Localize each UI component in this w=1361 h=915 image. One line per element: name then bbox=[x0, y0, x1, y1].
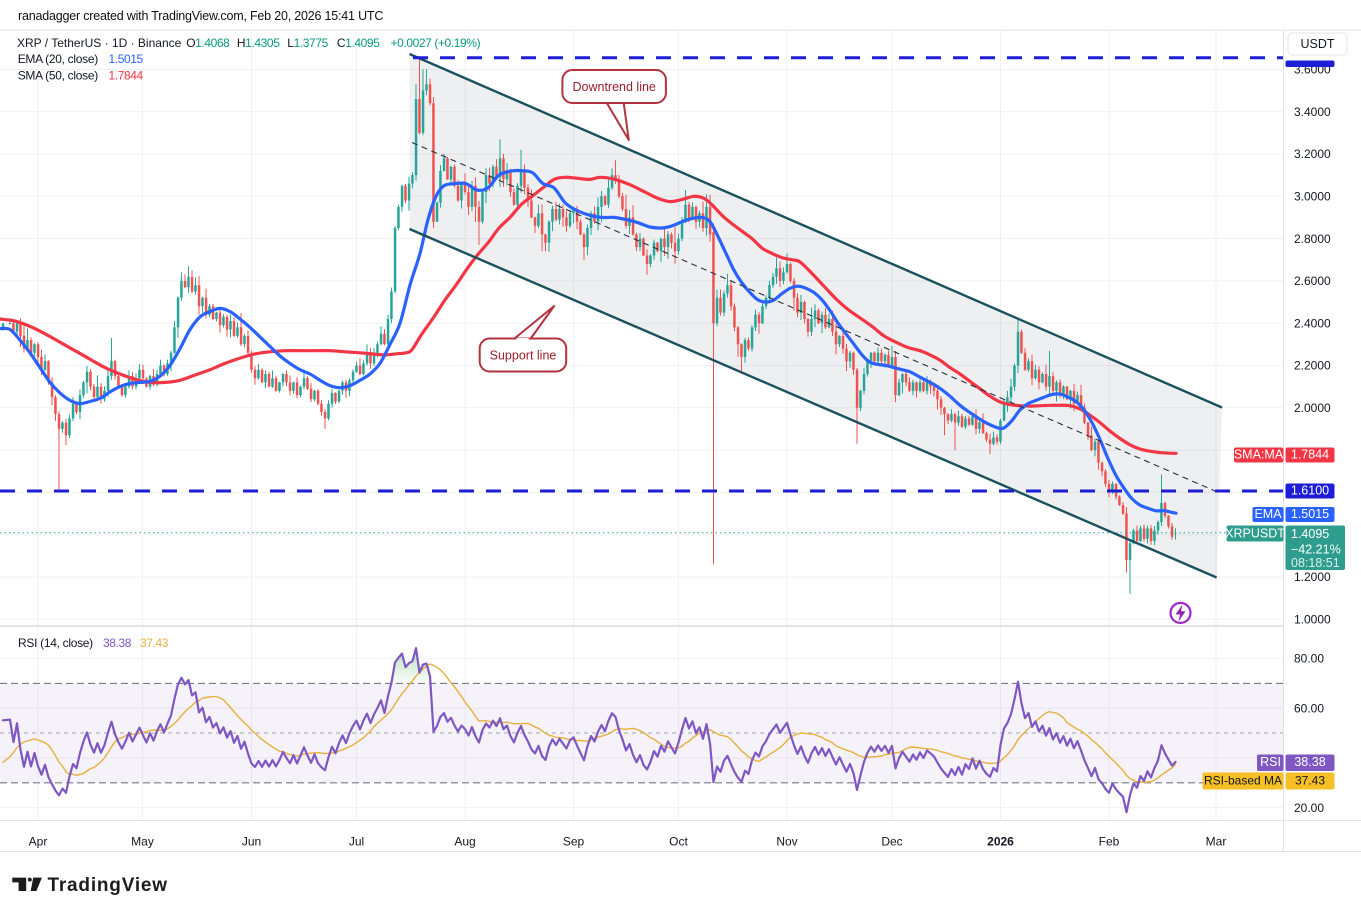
svg-text:USDT: USDT bbox=[1300, 37, 1334, 51]
svg-text:37.43: 37.43 bbox=[140, 636, 169, 650]
svg-text:Support line: Support line bbox=[490, 349, 557, 363]
svg-text:2.0000: 2.0000 bbox=[1294, 401, 1331, 415]
svg-text:1.0000: 1.0000 bbox=[1294, 613, 1331, 627]
svg-text:May: May bbox=[131, 835, 154, 849]
svg-text:C1.4095: C1.4095 bbox=[337, 36, 380, 50]
svg-text:XRP / TetherUS · 1D · Binance: XRP / TetherUS · 1D · Binance bbox=[17, 36, 182, 50]
svg-text:3.4000: 3.4000 bbox=[1294, 105, 1331, 119]
svg-text:20.00: 20.00 bbox=[1294, 801, 1324, 815]
svg-text:Oct: Oct bbox=[669, 835, 688, 849]
svg-text:1.2000: 1.2000 bbox=[1294, 570, 1331, 584]
svg-text:EMA (20, close): EMA (20, close) bbox=[18, 52, 99, 66]
svg-text:Apr: Apr bbox=[29, 835, 48, 849]
svg-text:1.5015: 1.5015 bbox=[109, 52, 144, 66]
svg-text:Sep: Sep bbox=[563, 835, 585, 849]
svg-text:EMA: EMA bbox=[1254, 507, 1282, 521]
svg-text:38.38: 38.38 bbox=[1294, 755, 1325, 769]
svg-text:1.5015: 1.5015 bbox=[1291, 507, 1329, 521]
svg-text:37.43: 37.43 bbox=[1295, 773, 1325, 787]
svg-text:SMA (50, close): SMA (50, close) bbox=[18, 68, 99, 82]
svg-text:38.38: 38.38 bbox=[103, 636, 132, 650]
svg-text:3.0000: 3.0000 bbox=[1294, 190, 1331, 204]
svg-text:L1.3775: L1.3775 bbox=[287, 36, 328, 50]
svg-text:2.6000: 2.6000 bbox=[1294, 274, 1331, 288]
svg-text:1.7844: 1.7844 bbox=[1291, 448, 1329, 462]
svg-text:RSI-based MA: RSI-based MA bbox=[1204, 773, 1282, 787]
svg-text:RSI (14, close): RSI (14, close) bbox=[18, 636, 93, 650]
svg-text:2.8000: 2.8000 bbox=[1294, 232, 1331, 246]
svg-text:Dec: Dec bbox=[881, 835, 902, 849]
svg-text:Mar: Mar bbox=[1206, 835, 1227, 849]
svg-text:60.00: 60.00 bbox=[1294, 701, 1324, 715]
svg-text:TradingView: TradingView bbox=[48, 875, 168, 896]
svg-text:Jun: Jun bbox=[242, 835, 261, 849]
svg-text:+0.0027 (+0.19%): +0.0027 (+0.19%) bbox=[391, 36, 481, 50]
svg-text:RSI: RSI bbox=[1260, 755, 1281, 769]
svg-text:Aug: Aug bbox=[454, 835, 475, 849]
svg-text:2026: 2026 bbox=[987, 835, 1014, 849]
svg-text:3.2000: 3.2000 bbox=[1294, 147, 1331, 161]
svg-text:XRPUSDT: XRPUSDT bbox=[1225, 526, 1285, 540]
svg-text:2.2000: 2.2000 bbox=[1294, 359, 1331, 373]
svg-text:Downtrend line: Downtrend line bbox=[573, 80, 656, 94]
svg-text:ranadagger created with Tradin: ranadagger created with TradingView.com,… bbox=[18, 9, 383, 23]
svg-text:H1.4305: H1.4305 bbox=[237, 36, 280, 50]
svg-text:−42.21%: −42.21% bbox=[1291, 542, 1341, 556]
svg-text:Jul: Jul bbox=[349, 835, 364, 849]
svg-text:Nov: Nov bbox=[776, 835, 797, 849]
svg-text:1.7844: 1.7844 bbox=[109, 68, 144, 82]
svg-text:Feb: Feb bbox=[1099, 835, 1120, 849]
svg-text:08:18:51: 08:18:51 bbox=[1291, 556, 1340, 570]
svg-text:O1.4068: O1.4068 bbox=[186, 36, 230, 50]
svg-text:1.6100: 1.6100 bbox=[1291, 484, 1329, 498]
svg-text:2.4000: 2.4000 bbox=[1294, 316, 1331, 330]
svg-text:80.00: 80.00 bbox=[1294, 652, 1324, 666]
svg-text:1.4095: 1.4095 bbox=[1291, 527, 1329, 541]
svg-text:SMA:MA: SMA:MA bbox=[1234, 448, 1284, 462]
